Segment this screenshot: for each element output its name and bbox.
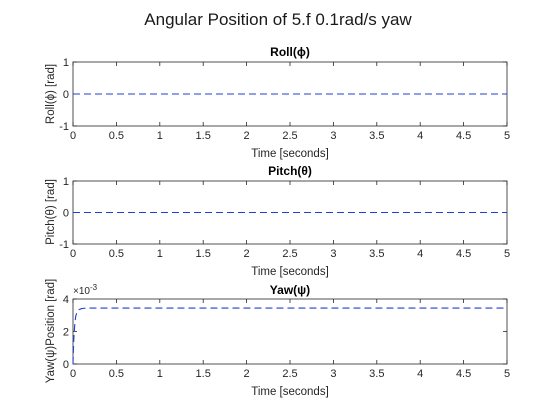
yaw-x-tick-label: 4.5 xyxy=(456,368,471,380)
roll-x-tick-label: 2.5 xyxy=(282,130,297,142)
roll-x-tick-label: 1 xyxy=(157,130,163,142)
yaw-exponent-power: -3 xyxy=(90,283,98,292)
pitch-x-tick-label: 2 xyxy=(244,248,250,260)
yaw-series xyxy=(72,307,507,365)
yaw-x-tick-label: 0 xyxy=(70,368,76,380)
pitch-x-axis-label: Time [seconds] xyxy=(251,266,329,278)
pitch-y-tick-label: -1 xyxy=(59,239,69,251)
roll-y-tick-label: -1 xyxy=(59,121,69,133)
roll-x-tick-label: 5 xyxy=(504,130,510,142)
pitch-x-tick-label: 1 xyxy=(157,248,163,260)
pitch-x-tick-label: 3.5 xyxy=(369,248,384,260)
pitch-subplot-title: Pitch(θ) xyxy=(268,164,312,178)
roll-subplot-title: Roll(ϕ) xyxy=(270,45,310,59)
pitch-x-tick-label: 0 xyxy=(70,248,76,260)
yaw-y-tick-label: 0 xyxy=(63,359,69,371)
pitch-subplot: Pitch(θ) Time [seconds] Pitch(θ) [rad] 0… xyxy=(45,164,510,278)
yaw-x-tick-label: 4 xyxy=(417,368,423,380)
roll-x-tick-label: 2 xyxy=(244,130,250,142)
pitch-x-tick-label: 4 xyxy=(417,248,423,260)
yaw-x-tick-label: 2.5 xyxy=(282,368,297,380)
yaw-series-line xyxy=(72,307,507,365)
roll-y-tick-label: 0 xyxy=(63,89,69,101)
yaw-y-axis-label: Yaw(ψ)Position [rad] xyxy=(45,279,57,384)
pitch-x-tick-label: 5 xyxy=(504,248,510,260)
yaw-x-tick-label: 5 xyxy=(504,368,510,380)
figure-title: Angular Position of 5.f 0.1rad/s yaw xyxy=(144,10,412,29)
roll-y-axis-label: Roll(ϕ) [rad] xyxy=(45,64,57,124)
yaw-x-axis-label: Time [seconds] xyxy=(251,386,329,398)
yaw-axes-box xyxy=(72,298,508,365)
yaw-subplot-title: Yaw(ψ) xyxy=(270,283,310,297)
pitch-y-axis-label: Pitch(θ) [rad] xyxy=(45,179,57,245)
yaw-ticks: 0 0.5 1 1.5 2 2.5 3 3.5 4 4.5 5 0 2 4 xyxy=(63,294,510,380)
roll-x-tick-label: 0.5 xyxy=(109,130,124,142)
roll-x-tick-label: 4.5 xyxy=(456,130,471,142)
yaw-x-tick-label: 3 xyxy=(330,368,336,380)
roll-x-tick-label: 3 xyxy=(330,130,336,142)
pitch-x-tick-label: 0.5 xyxy=(109,248,124,260)
pitch-x-tick-label: 3 xyxy=(330,248,336,260)
pitch-ticks: 0 0.5 1 1.5 2 2.5 3 3.5 4 4.5 5-101 xyxy=(59,176,510,260)
yaw-exponent-base: ×10 xyxy=(73,286,90,297)
roll-x-tick-label: 4 xyxy=(417,130,423,142)
yaw-x-tick-label: 3.5 xyxy=(369,368,384,380)
roll-x-tick-label: 0 xyxy=(70,130,76,142)
yaw-y-tick-label: 4 xyxy=(63,294,69,306)
yaw-x-tick-label: 2 xyxy=(244,368,250,380)
pitch-x-tick-label: 1.5 xyxy=(196,248,211,260)
roll-subplot: Roll(ϕ) Time [seconds] Roll(ϕ) [rad] 0 0.… xyxy=(45,45,510,160)
yaw-x-tick-label: 0.5 xyxy=(109,368,124,380)
roll-y-tick-label: 1 xyxy=(63,57,69,69)
pitch-x-tick-label: 4.5 xyxy=(456,248,471,260)
roll-x-axis-label: Time [seconds] xyxy=(251,148,329,160)
yaw-subplot: Yaw(ψ) Time [seconds] Yaw(ψ)Position [ra… xyxy=(45,279,510,398)
roll-ticks: 0 0.5 1 1.5 2 2.5 3 3.5 4 4.5 5-101 xyxy=(59,57,510,142)
yaw-y-exponent: ×10-3 xyxy=(73,283,98,297)
yaw-y-tick-label: 2 xyxy=(63,327,69,339)
yaw-x-tick-label: 1.5 xyxy=(196,368,211,380)
roll-x-tick-label: 3.5 xyxy=(369,130,384,142)
pitch-y-tick-label: 0 xyxy=(63,208,69,220)
yaw-x-tick-label: 1 xyxy=(157,368,163,380)
roll-x-tick-label: 1.5 xyxy=(196,130,211,142)
pitch-y-tick-label: 1 xyxy=(63,176,69,188)
pitch-x-tick-label: 2.5 xyxy=(282,248,297,260)
